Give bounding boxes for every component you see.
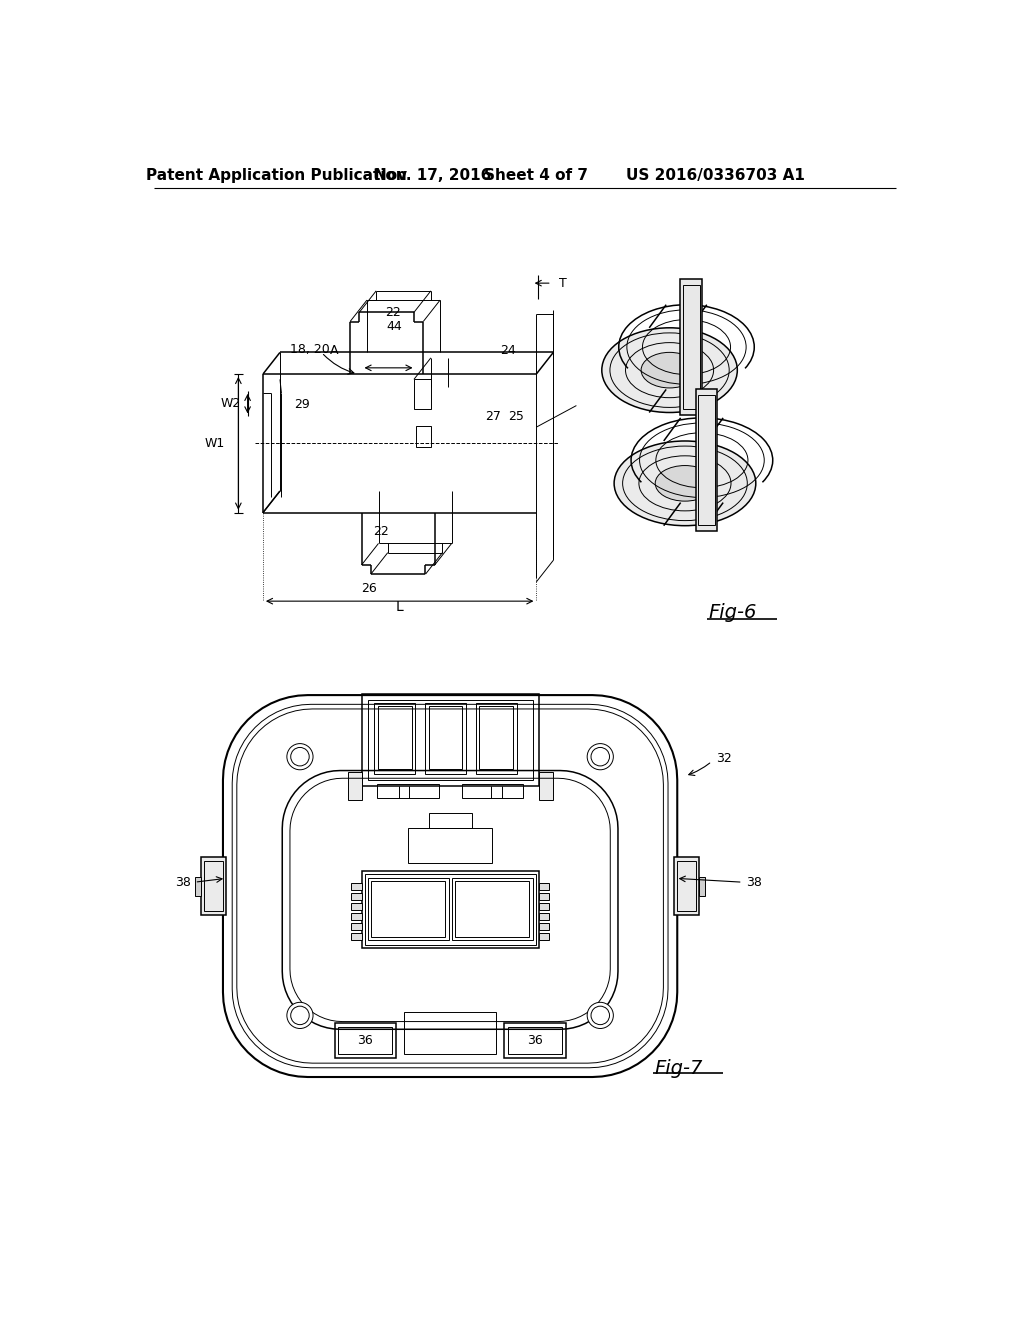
Text: Patent Application Publication: Patent Application Publication	[146, 168, 408, 183]
Bar	[539, 913, 550, 920]
Bar	[539, 933, 550, 940]
Text: Sheet 4 of 7: Sheet 4 of 7	[484, 168, 589, 183]
Bar	[378, 706, 412, 770]
Bar	[674, 857, 698, 915]
Bar	[683, 285, 699, 409]
Bar	[698, 395, 715, 525]
Bar	[348, 772, 361, 800]
Bar	[335, 1023, 396, 1057]
Bar	[351, 923, 361, 929]
Bar	[539, 883, 550, 890]
Text: A: A	[331, 345, 339, 358]
Ellipse shape	[587, 743, 613, 770]
Bar	[695, 389, 717, 531]
Text: 22: 22	[385, 306, 400, 319]
Bar	[351, 883, 361, 890]
Ellipse shape	[287, 743, 313, 770]
Text: W1: W1	[204, 437, 224, 450]
Bar	[508, 1027, 562, 1053]
Bar	[539, 892, 550, 900]
Text: 38: 38	[175, 875, 190, 888]
Ellipse shape	[614, 441, 756, 525]
Bar	[462, 784, 523, 797]
Bar	[677, 862, 695, 911]
Ellipse shape	[587, 1002, 613, 1028]
Text: 29: 29	[294, 399, 309, 412]
Bar	[196, 876, 202, 896]
Bar	[377, 784, 438, 797]
Text: 25: 25	[508, 409, 523, 422]
Bar	[351, 892, 361, 900]
Text: 26: 26	[361, 582, 377, 594]
Bar	[504, 1023, 565, 1057]
Bar	[202, 857, 226, 915]
Text: Fig-7: Fig-7	[654, 1059, 702, 1078]
Text: 32: 32	[716, 752, 731, 766]
Bar	[680, 279, 701, 414]
Bar	[414, 379, 431, 409]
Bar	[339, 1027, 392, 1053]
Bar	[351, 903, 361, 909]
Text: W2: W2	[220, 397, 241, 411]
Bar	[539, 903, 550, 909]
Bar	[539, 923, 550, 929]
Ellipse shape	[641, 352, 698, 388]
Bar	[475, 702, 517, 774]
Bar	[452, 878, 532, 940]
Text: 22: 22	[373, 525, 389, 539]
Bar	[368, 878, 449, 940]
Text: 24: 24	[500, 345, 516, 358]
Bar	[408, 829, 493, 863]
Bar	[361, 693, 539, 785]
Bar	[365, 874, 536, 945]
Text: US 2016/0336703 A1: US 2016/0336703 A1	[627, 168, 805, 183]
Bar	[403, 1011, 497, 1053]
Text: 27: 27	[484, 409, 501, 422]
Bar	[205, 862, 223, 911]
Text: L: L	[396, 601, 403, 614]
Bar	[361, 871, 539, 948]
Text: 18, 20: 18, 20	[290, 343, 330, 356]
Bar	[351, 913, 361, 920]
Ellipse shape	[602, 327, 737, 413]
Bar	[479, 706, 513, 770]
Text: 36: 36	[357, 1035, 374, 1047]
Bar	[539, 772, 553, 800]
Bar	[371, 882, 445, 937]
Ellipse shape	[655, 466, 715, 502]
Bar	[698, 876, 705, 896]
Text: T: T	[559, 277, 567, 289]
Text: 36: 36	[527, 1035, 543, 1047]
Bar	[425, 702, 466, 774]
Bar	[416, 425, 431, 447]
Text: 38: 38	[746, 875, 763, 888]
Bar	[374, 702, 416, 774]
Text: Nov. 17, 2016: Nov. 17, 2016	[375, 168, 492, 183]
Bar	[429, 813, 472, 829]
Bar	[368, 700, 532, 780]
Polygon shape	[223, 696, 677, 1077]
Bar	[455, 882, 529, 937]
Bar	[429, 706, 463, 770]
Text: 44: 44	[386, 319, 402, 333]
Text: Fig-6: Fig-6	[708, 603, 757, 622]
Bar	[351, 933, 361, 940]
Ellipse shape	[287, 1002, 313, 1028]
